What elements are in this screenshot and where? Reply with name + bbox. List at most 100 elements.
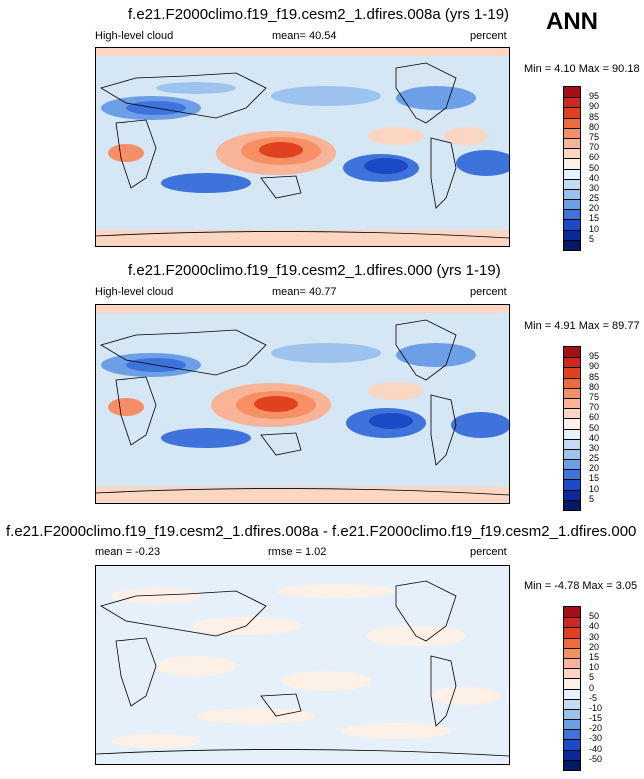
panel-3-minmax: Min = -4.78 Max = 3.05: [524, 580, 638, 592]
colorbar-segment: [564, 448, 580, 460]
panel-1-mean: mean= 40.54: [272, 30, 337, 42]
colorbar-segment: [564, 607, 580, 618]
panel-3-map: [95, 565, 510, 765]
colorbar-segment: [564, 698, 580, 709]
colorbar-segment: [564, 688, 580, 699]
colorbar-segment: [564, 719, 580, 730]
colorbar-segment: [564, 178, 580, 189]
colorbar-tick-label: 85: [589, 371, 600, 382]
panel-2-minmax: Min = 4.91 Max = 89.77: [524, 320, 640, 332]
colorbar-segment: [564, 229, 580, 240]
panel-3-title: f.e21.F2000climo.f19_f19.cesm2_1.dfires.…: [6, 523, 637, 540]
colorbar-segment: [564, 377, 580, 388]
colorbar-tick-label: -40: [589, 743, 603, 754]
colorbar-segment: [564, 617, 580, 628]
colorbar-segment: [564, 729, 580, 740]
colorbar-segment: [564, 627, 580, 638]
colorbar-tick-label: 15: [589, 473, 600, 484]
colorbar-tick-label: 10: [589, 483, 600, 494]
colorbar-segment: [564, 148, 580, 159]
colorbar-segment: [564, 469, 580, 480]
colorbar-segment: [564, 708, 580, 720]
panel-2-variable-label: High-level cloud: [95, 286, 174, 298]
colorbar-segment: [564, 239, 580, 250]
colorbar-tick-label: 40: [589, 432, 600, 443]
colorbar-tick-label: 90: [589, 361, 600, 372]
colorbar-segment: [564, 397, 580, 409]
colorbar-tick-label: 30: [589, 182, 600, 193]
colorbar-tick-label: 15: [589, 651, 600, 662]
colorbar-segment: [564, 479, 580, 490]
colorbar-segment: [564, 127, 580, 138]
colorbar-tick-label: 90: [589, 101, 600, 112]
colorbar-segment: [564, 428, 580, 439]
colorbar-tick-label: 30: [589, 442, 600, 453]
colorbar-tick-label: 50: [589, 162, 600, 173]
panel-1-map: [95, 47, 510, 247]
colorbar-tick-label: 60: [589, 152, 600, 163]
colorbar-tick-label: -15: [589, 713, 603, 724]
colorbar-segment: [564, 489, 580, 500]
colorbar-tick-label: 5: [589, 672, 595, 683]
colorbar-tick-label: -10: [589, 702, 603, 713]
colorbar-tick-label: 80: [589, 381, 600, 392]
colorbar-tick-label: 85: [589, 111, 600, 122]
panel-1-variable-label: High-level cloud: [95, 30, 174, 42]
colorbar-tick-label: 50: [589, 422, 600, 433]
colorbar-tick-label: 15: [589, 213, 600, 224]
colorbar-segment: [564, 357, 580, 368]
season-label: ANN: [546, 8, 598, 35]
colorbar-tick-label: 95: [589, 91, 600, 102]
panel-1-units: percent: [470, 30, 507, 42]
colorbar-tick-label: 75: [589, 391, 600, 402]
panel-2-colorbar: [563, 346, 581, 511]
colorbar-segment: [564, 168, 580, 179]
panel-3-rmse: rmse = 1.02: [268, 546, 327, 558]
colorbar-segment: [564, 657, 580, 669]
panel-3-contour-field: [96, 566, 509, 764]
panel-1-title: f.e21.F2000climo.f19_f19.cesm2_1.dfires.…: [128, 6, 510, 23]
colorbar-tick-label: 60: [589, 412, 600, 423]
colorbar-tick-label: 5: [589, 493, 595, 504]
panel-3-mean: mean = -0.23: [95, 546, 161, 558]
colorbar-segment: [564, 209, 580, 220]
panel-1-colorbar: [563, 86, 581, 251]
colorbar-tick-label: 70: [589, 402, 600, 413]
colorbar-tick-label: 70: [589, 142, 600, 153]
colorbar-tick-label: -50: [589, 753, 603, 764]
colorbar-tick-label: 10: [589, 223, 600, 234]
colorbar-tick-label: 20: [589, 641, 600, 652]
panel-2-title: f.e21.F2000climo.f19_f19.cesm2_1.dfires.…: [128, 262, 501, 279]
colorbar-tick-label: 25: [589, 453, 600, 464]
colorbar-tick-label: 25: [589, 193, 600, 204]
colorbar-segment: [564, 387, 580, 398]
colorbar-segment: [564, 499, 580, 510]
colorbar-tick-label: 95: [589, 351, 600, 362]
colorbar-segment: [564, 117, 580, 128]
colorbar-segment: [564, 158, 580, 169]
colorbar-segment: [564, 219, 580, 230]
colorbar-tick-label: 0: [589, 682, 595, 693]
colorbar-segment: [564, 347, 580, 358]
colorbar-tick-label: 50: [589, 611, 600, 622]
panel-2-units: percent: [470, 286, 507, 298]
colorbar-tick-label: 40: [589, 621, 600, 632]
colorbar-tick-label: 75: [589, 131, 600, 142]
panel-2-contour-field: [96, 305, 509, 503]
panel-3-colorbar: [563, 606, 581, 771]
colorbar-segment: [564, 408, 580, 419]
colorbar-segment: [564, 637, 580, 648]
colorbar-segment: [564, 87, 580, 98]
colorbar-segment: [564, 107, 580, 118]
colorbar-tick-label: 40: [589, 172, 600, 183]
colorbar-tick-label: 20: [589, 203, 600, 214]
panel-1-minmax: Min = 4.10 Max = 90.18: [524, 63, 640, 75]
panel-3-units: percent: [470, 546, 507, 558]
colorbar-tick-label: 30: [589, 631, 600, 642]
colorbar-segment: [564, 199, 580, 210]
colorbar-tick-label: 10: [589, 662, 600, 673]
colorbar-segment: [564, 418, 580, 429]
colorbar-segment: [564, 668, 580, 679]
panel-1-contour-field: [96, 48, 509, 246]
colorbar-segment: [564, 137, 580, 149]
